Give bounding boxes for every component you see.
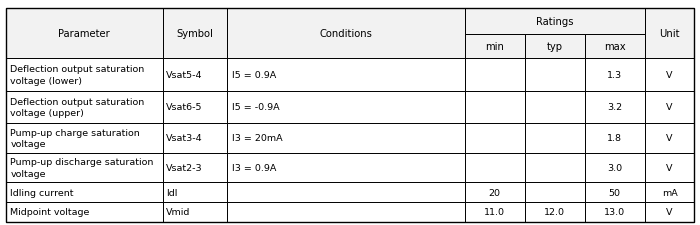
- Text: Midpoint voltage: Midpoint voltage: [10, 207, 90, 216]
- Text: Symbol: Symbol: [176, 29, 214, 39]
- Bar: [465, 58, 525, 91]
- Text: 3.2: 3.2: [607, 103, 622, 112]
- Bar: [645, 202, 694, 222]
- Bar: [6, 124, 163, 153]
- Bar: [163, 182, 228, 202]
- Bar: [525, 153, 584, 182]
- Text: Vsat6-5: Vsat6-5: [167, 103, 203, 112]
- Text: 1.8: 1.8: [607, 134, 622, 143]
- Bar: [6, 202, 163, 222]
- Text: I5 = -0.9A: I5 = -0.9A: [232, 103, 280, 112]
- Text: max: max: [604, 42, 626, 52]
- Text: 3.0: 3.0: [607, 163, 622, 172]
- Text: I3 = 20mA: I3 = 20mA: [232, 134, 283, 143]
- Bar: [525, 91, 584, 124]
- Bar: [525, 182, 584, 202]
- Text: min: min: [485, 42, 504, 52]
- Bar: [645, 58, 694, 91]
- Bar: [163, 9, 228, 58]
- Text: mA: mA: [662, 188, 678, 197]
- Bar: [525, 35, 584, 58]
- Bar: [228, 182, 465, 202]
- Bar: [6, 153, 163, 182]
- Bar: [584, 58, 645, 91]
- Text: V: V: [666, 70, 673, 79]
- Text: Pump-up charge saturation
voltage: Pump-up charge saturation voltage: [10, 128, 140, 149]
- Bar: [465, 35, 525, 58]
- Text: 11.0: 11.0: [484, 207, 505, 216]
- Bar: [6, 9, 163, 58]
- Text: V: V: [666, 134, 673, 143]
- Bar: [163, 91, 228, 124]
- Text: V: V: [666, 103, 673, 112]
- Bar: [228, 124, 465, 153]
- Bar: [228, 91, 465, 124]
- Bar: [584, 124, 645, 153]
- Bar: [525, 124, 584, 153]
- Bar: [6, 91, 163, 124]
- Bar: [584, 35, 645, 58]
- Text: Pump-up discharge saturation
voltage: Pump-up discharge saturation voltage: [10, 157, 154, 178]
- Text: 20: 20: [489, 188, 500, 197]
- Bar: [645, 9, 694, 58]
- Bar: [465, 182, 525, 202]
- Text: Vsat5-4: Vsat5-4: [167, 70, 203, 79]
- Text: I3 = 0.9A: I3 = 0.9A: [232, 163, 276, 172]
- Text: 1.3: 1.3: [607, 70, 622, 79]
- Text: V: V: [666, 207, 673, 216]
- Bar: [228, 202, 465, 222]
- Bar: [6, 182, 163, 202]
- Text: Vmid: Vmid: [167, 207, 190, 216]
- Bar: [163, 153, 228, 182]
- Bar: [465, 91, 525, 124]
- Bar: [525, 202, 584, 222]
- Text: Vsat3-4: Vsat3-4: [167, 134, 203, 143]
- Bar: [645, 182, 694, 202]
- Bar: [645, 153, 694, 182]
- Bar: [163, 202, 228, 222]
- Text: Conditions: Conditions: [319, 29, 372, 39]
- Bar: [584, 182, 645, 202]
- Bar: [228, 9, 465, 58]
- Text: 50: 50: [609, 188, 621, 197]
- Bar: [525, 58, 584, 91]
- Text: 12.0: 12.0: [544, 207, 565, 216]
- Bar: [228, 153, 465, 182]
- Text: typ: typ: [547, 42, 563, 52]
- Bar: [228, 58, 465, 91]
- Bar: [465, 202, 525, 222]
- Bar: [163, 58, 228, 91]
- Text: Ratings: Ratings: [536, 17, 573, 27]
- Text: V: V: [666, 163, 673, 172]
- Text: Idling current: Idling current: [10, 188, 74, 197]
- Bar: [584, 202, 645, 222]
- Bar: [645, 91, 694, 124]
- Text: Vsat2-3: Vsat2-3: [167, 163, 203, 172]
- Text: Deflection output saturation
voltage (lower): Deflection output saturation voltage (lo…: [10, 64, 145, 85]
- Bar: [584, 91, 645, 124]
- Bar: [645, 124, 694, 153]
- Text: Deflection output saturation
voltage (upper): Deflection output saturation voltage (up…: [10, 97, 145, 118]
- Text: Unit: Unit: [659, 29, 680, 39]
- Bar: [465, 124, 525, 153]
- Bar: [584, 153, 645, 182]
- Bar: [163, 124, 228, 153]
- Text: I5 = 0.9A: I5 = 0.9A: [232, 70, 276, 79]
- Text: Parameter: Parameter: [58, 29, 110, 39]
- Bar: [6, 58, 163, 91]
- Bar: [465, 153, 525, 182]
- Bar: [465, 9, 645, 35]
- Text: Idl: Idl: [167, 188, 178, 197]
- Text: 13.0: 13.0: [604, 207, 625, 216]
